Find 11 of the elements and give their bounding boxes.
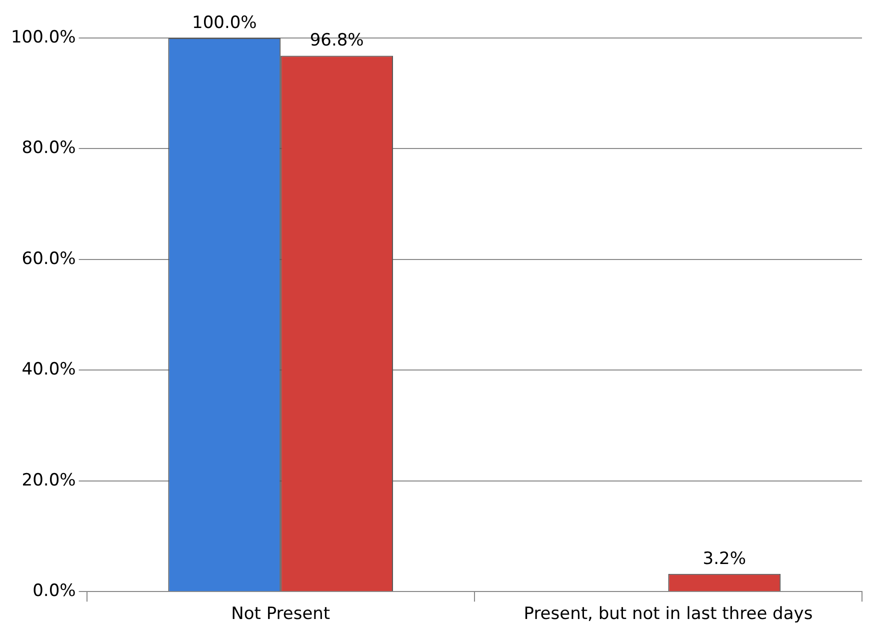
data-label: 100.0% [192, 12, 257, 33]
x-tick-label: Present, but not in last three days [524, 604, 813, 624]
y-tick-label: 20.0% [22, 470, 76, 490]
y-tick-label: 0.0% [32, 581, 76, 602]
data-label: 96.8% [310, 30, 364, 51]
y-tick-label: 100.0% [10, 27, 76, 48]
y-tick-label: 60.0% [22, 248, 76, 269]
data-label: 3.2% [702, 548, 746, 569]
x-tick-label: Not Present [231, 604, 330, 624]
y-tick-label: 40.0% [22, 360, 76, 380]
y-tick-label: 80.0% [22, 138, 76, 158]
